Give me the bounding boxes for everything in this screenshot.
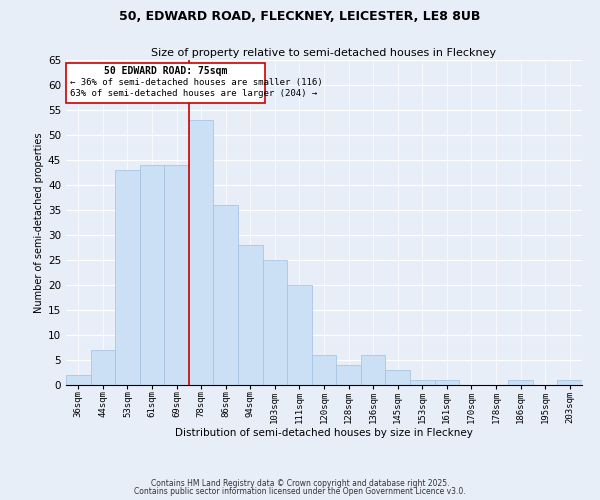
Text: Contains HM Land Registry data © Crown copyright and database right 2025.: Contains HM Land Registry data © Crown c… [151, 478, 449, 488]
Bar [66, 375, 91, 385]
Text: 50, EDWARD ROAD, FLECKNEY, LEICESTER, LE8 8UB: 50, EDWARD ROAD, FLECKNEY, LEICESTER, LE… [119, 10, 481, 23]
Bar [189, 120, 214, 385]
Text: ← 36% of semi-detached houses are smaller (116): ← 36% of semi-detached houses are smalle… [70, 78, 323, 87]
Bar [164, 165, 189, 385]
Bar [385, 370, 410, 385]
Bar [115, 170, 140, 385]
Bar [238, 245, 263, 385]
Bar [312, 355, 336, 385]
Bar [91, 350, 115, 385]
Title: Size of property relative to semi-detached houses in Fleckney: Size of property relative to semi-detach… [151, 48, 497, 58]
Text: Contains public sector information licensed under the Open Government Licence v3: Contains public sector information licen… [134, 487, 466, 496]
Bar [287, 285, 312, 385]
Bar [140, 165, 164, 385]
Bar [336, 365, 361, 385]
Bar [508, 380, 533, 385]
Bar [263, 260, 287, 385]
FancyBboxPatch shape [67, 62, 265, 102]
Text: 50 EDWARD ROAD: 75sqm: 50 EDWARD ROAD: 75sqm [104, 66, 227, 76]
Y-axis label: Number of semi-detached properties: Number of semi-detached properties [34, 132, 44, 313]
Text: 63% of semi-detached houses are larger (204) →: 63% of semi-detached houses are larger (… [70, 90, 317, 98]
Bar [410, 380, 434, 385]
Bar [214, 205, 238, 385]
Bar [361, 355, 385, 385]
X-axis label: Distribution of semi-detached houses by size in Fleckney: Distribution of semi-detached houses by … [175, 428, 473, 438]
Bar [557, 380, 582, 385]
Bar [434, 380, 459, 385]
